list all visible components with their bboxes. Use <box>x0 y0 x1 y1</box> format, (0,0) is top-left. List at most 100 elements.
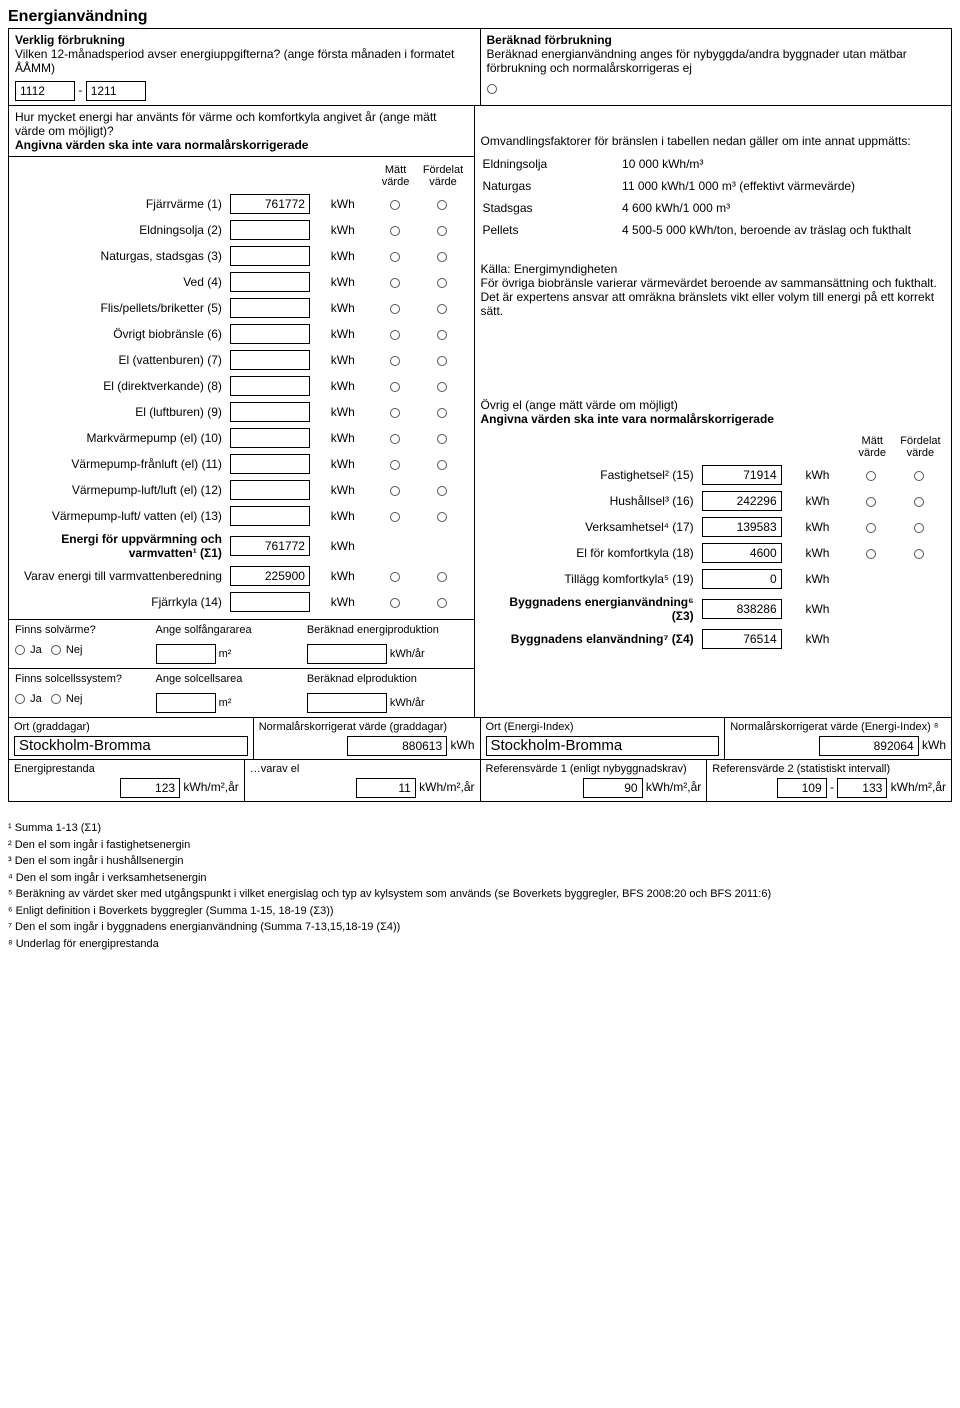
row-matt[interactable] <box>390 252 400 262</box>
row-matt[interactable] <box>390 278 400 288</box>
vv-matt[interactable] <box>390 572 400 582</box>
row-value[interactable] <box>230 298 310 318</box>
row-matt[interactable] <box>390 382 400 392</box>
row-fordelat[interactable] <box>437 200 447 210</box>
ovrigel-note: Angivna värden ska inte vara normalårsko… <box>481 412 946 426</box>
ovrigel-fordelat[interactable] <box>914 471 924 481</box>
row-fordelat[interactable] <box>437 512 447 522</box>
ovrigel-fordelat[interactable] <box>914 549 924 559</box>
solcell-row: Finns solcellssystem? Ange solcellsarea … <box>9 668 474 689</box>
ovrigel-value[interactable]: 0 <box>702 569 782 589</box>
ovrigel-matt[interactable] <box>866 523 876 533</box>
row-matt[interactable] <box>390 408 400 418</box>
row-fordelat[interactable] <box>437 226 447 236</box>
energy-row: Fjärrvärme (1)761772kWh <box>15 191 468 217</box>
sol-area[interactable] <box>156 644 216 664</box>
ref2-from: 109 <box>777 778 827 798</box>
vv-value[interactable]: 225900 <box>230 566 310 586</box>
period-to[interactable]: 1211 <box>86 81 146 101</box>
ovrigel-value[interactable]: 71914 <box>702 465 782 485</box>
ovrigel-value[interactable]: 242296 <box>702 491 782 511</box>
conv-val: 4 600 kWh/1 000 m³ <box>622 198 943 218</box>
period-from[interactable]: 1112 <box>15 81 75 101</box>
row-fordelat[interactable] <box>437 382 447 392</box>
row-fordelat[interactable] <box>437 304 447 314</box>
row-label: Naturgas, stadsgas (3) <box>15 243 226 269</box>
row-matt[interactable] <box>390 486 400 496</box>
row-value[interactable] <box>230 246 310 266</box>
ovrigel-row: Byggnadens elanvändning⁷ (Σ4)76514kWh <box>481 626 946 652</box>
ovrigel-fordelat[interactable] <box>914 523 924 533</box>
row-value[interactable] <box>230 376 310 396</box>
solcell-yes[interactable] <box>15 694 25 704</box>
row-value[interactable] <box>230 428 310 448</box>
sol-prod[interactable] <box>307 644 387 664</box>
ovrigel-label: Tillägg komfortkyla⁵ (19) <box>481 566 698 592</box>
ovrigel-matt[interactable] <box>866 471 876 481</box>
ovrigel-matt[interactable] <box>866 497 876 507</box>
row-label: Övrigt biobränsle (6) <box>15 321 226 347</box>
footnote: ⁸ Underlag för energiprestanda <box>8 936 952 953</box>
norm2-val: 892064 <box>819 736 919 756</box>
fjarrkyla-fordelat[interactable] <box>437 598 447 608</box>
row-value[interactable] <box>230 350 310 370</box>
ep-val: 123 <box>120 778 180 798</box>
solcell-no[interactable] <box>51 694 61 704</box>
row-value[interactable] <box>230 454 310 474</box>
row-fordelat[interactable] <box>437 356 447 366</box>
ovrigel-value[interactable]: 4600 <box>702 543 782 563</box>
ovrigel-value[interactable]: 139583 <box>702 517 782 537</box>
header-block: Verklig förbrukning Vilken 12-månadsperi… <box>8 28 952 106</box>
ovrigel-value[interactable]: 76514 <box>702 629 782 649</box>
row-value[interactable] <box>230 220 310 240</box>
ovrigel-fordelat[interactable] <box>914 497 924 507</box>
row-label: Värmepump-luft/luft (el) (12) <box>15 477 226 503</box>
row-fordelat[interactable] <box>437 330 447 340</box>
row-value[interactable] <box>230 402 310 422</box>
row-fordelat[interactable] <box>437 278 447 288</box>
row-fordelat[interactable] <box>437 434 447 444</box>
row-matt[interactable] <box>390 226 400 236</box>
page-title: Energianvändning <box>8 8 952 26</box>
row-value[interactable]: 761772 <box>230 194 310 214</box>
fjarrkyla-value[interactable] <box>230 592 310 612</box>
solcell-area[interactable] <box>156 693 216 713</box>
ep-label: Energiprestanda <box>14 763 239 775</box>
ort2-val[interactable]: Stockholm-Bromma <box>486 736 720 756</box>
fjarrkyla-matt[interactable] <box>390 598 400 608</box>
sol-no[interactable] <box>51 645 61 655</box>
row-value[interactable] <box>230 480 310 500</box>
conv-row: Stadsgas4 600 kWh/1 000 m³ <box>483 198 944 218</box>
row-matt[interactable] <box>390 330 400 340</box>
row-matt[interactable] <box>390 434 400 444</box>
sol-yes[interactable] <box>15 645 25 655</box>
norm2-label: Normalårskorrigerat värde (Energi-Index)… <box>730 721 946 733</box>
energy-note: Angivna värden ska inte vara normalårsko… <box>15 138 468 152</box>
row-matt[interactable] <box>390 356 400 366</box>
row-fordelat[interactable] <box>437 486 447 496</box>
ovrigel-matt[interactable] <box>866 549 876 559</box>
ovrigel-label: Fastighetsel² (15) <box>481 462 698 488</box>
row-label: Fjärrvärme (1) <box>15 191 226 217</box>
row-label: Ved (4) <box>15 269 226 295</box>
conv-key: Naturgas <box>483 176 621 196</box>
row-value[interactable] <box>230 272 310 292</box>
row-matt[interactable] <box>390 304 400 314</box>
vv-fordelat[interactable] <box>437 572 447 582</box>
ovrigel-value[interactable]: 838286 <box>702 599 782 619</box>
row-fordelat[interactable] <box>437 408 447 418</box>
energy-row: Värmepump-frånluft (el) (11)kWh <box>15 451 468 477</box>
solcell-prod[interactable] <box>307 693 387 713</box>
row-matt[interactable] <box>390 200 400 210</box>
varav-label: …varav el <box>250 763 475 775</box>
row-label: Markvärmepump (el) (10) <box>15 425 226 451</box>
row-value[interactable] <box>230 324 310 344</box>
energy-row: Naturgas, stadsgas (3)kWh <box>15 243 468 269</box>
row-fordelat[interactable] <box>437 460 447 470</box>
row-fordelat[interactable] <box>437 252 447 262</box>
row-value[interactable] <box>230 506 310 526</box>
ort1-val[interactable]: Stockholm-Bromma <box>14 736 248 756</box>
main-block: Hur mycket energi har använts för värme … <box>8 106 952 718</box>
row-matt[interactable] <box>390 512 400 522</box>
row-matt[interactable] <box>390 460 400 470</box>
